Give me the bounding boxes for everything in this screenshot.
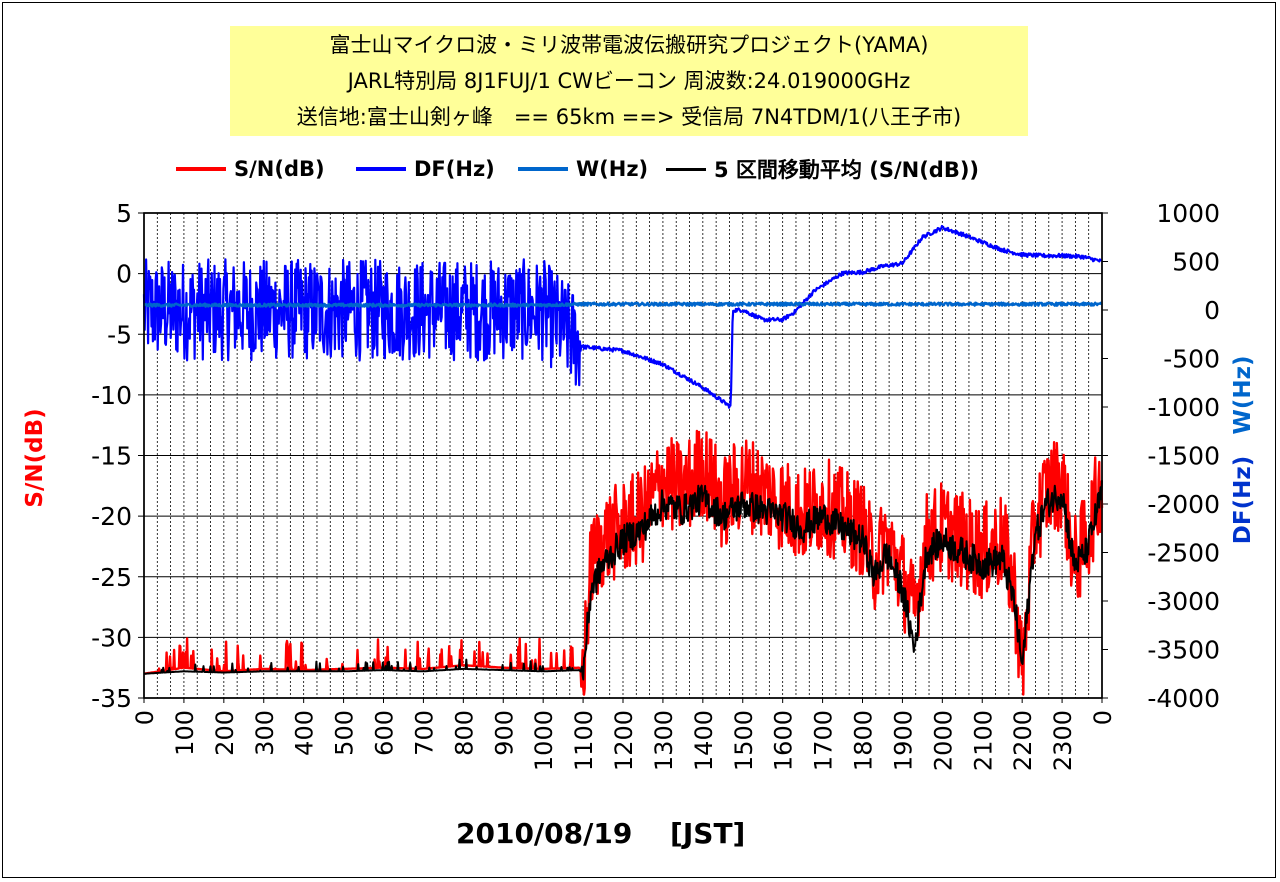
legend-swatch-ma	[666, 167, 706, 171]
legend-swatch-w	[518, 167, 568, 171]
x-tick-label: 1000	[530, 710, 558, 771]
x-tick-label: 400	[291, 710, 319, 756]
title-line-1: 富士山マイクロ波・ミリ波帯電波伝搬研究プロジェクト(YAMA)	[329, 33, 929, 57]
legend: S/N(dB) DF(Hz) W(Hz) 5 区間移動平均 (S/N(dB))	[176, 152, 1076, 186]
x-tick-label: 1300	[650, 710, 678, 771]
y-tick-label-right: -500	[1163, 345, 1220, 374]
x-tick-label: 1100	[570, 710, 598, 771]
legend-label-ma: 5 区間移動平均 (S/N(dB))	[714, 158, 980, 182]
legend-item-df: DF(Hz)	[356, 152, 495, 186]
x-axis-title: 2010/08/19 [JST]	[456, 817, 746, 850]
y-tick-label-right: 500	[1172, 248, 1220, 277]
y-axis-title-right-df: DF(Hz)	[1230, 456, 1256, 544]
x-tick-label: 1700	[810, 710, 838, 771]
x-tick-label: 2200	[1009, 710, 1037, 771]
legend-label-w: W(Hz)	[576, 157, 649, 181]
plot-border	[143, 212, 1103, 699]
chart-title-box: 富士山マイクロ波・ミリ波帯電波伝搬研究プロジェクト(YAMA) JARL特別局 …	[230, 26, 1028, 136]
x-tick-label: 600	[371, 710, 399, 756]
y-tick-label-right: -1500	[1147, 442, 1220, 471]
x-tick-label: 500	[331, 710, 359, 756]
x-tick-label: 900	[490, 710, 518, 756]
y-axis-title-right-w: W(Hz)	[1230, 355, 1256, 434]
y-tick-label-left: -35	[91, 684, 132, 713]
x-tick-label: 1200	[610, 710, 638, 771]
x-tick-label: 1400	[690, 710, 718, 771]
y-tick-label-right: -4000	[1147, 684, 1220, 713]
y-tick-label-left: -20	[91, 502, 132, 531]
legend-item-w: W(Hz)	[518, 152, 648, 186]
y-tick-label-left: 5	[116, 199, 132, 228]
series-df-line	[142, 224, 1103, 409]
legend-swatch-sn	[176, 167, 226, 171]
legend-label-df: DF(Hz)	[414, 157, 495, 181]
y-tick-label-right: -3500	[1147, 636, 1220, 665]
x-tick-label: 1800	[850, 710, 878, 771]
x-tick-label: 800	[450, 710, 478, 756]
x-tick-label: 1500	[730, 710, 758, 771]
y-tick-label-left: 0	[116, 260, 132, 289]
y-tick-label-left: -15	[91, 442, 132, 471]
x-tick-label: 200	[211, 710, 239, 756]
title-line-2: JARL特別局 8J1FUJ/1 CWビーコン 周波数:24.019000GHz	[347, 69, 911, 93]
y-tick-label-right: 1000	[1156, 199, 1220, 228]
x-tick-label: 2000	[929, 710, 957, 771]
y-tick-label-left: -5	[107, 320, 132, 349]
x-tick-label: 100	[171, 710, 199, 756]
series-w-line	[142, 301, 1103, 308]
legend-item-sn: S/N(dB)	[176, 152, 325, 186]
x-tick-label: 1600	[770, 710, 798, 771]
y-tick-label-right: -2000	[1147, 490, 1220, 519]
y-axis-title-left: S/N(dB)	[22, 408, 48, 507]
title-line-3: 送信地:富士山剣ヶ峰 == 65km ==> 受信局 7N4TDM/1(八王子市…	[296, 105, 962, 129]
x-tick-label: 0	[1089, 710, 1117, 725]
x-tick-label: 1900	[889, 710, 917, 771]
x-tick-label: 700	[410, 710, 438, 756]
x-tick-label: 0	[131, 710, 159, 725]
y-tick-label-right: -1000	[1147, 393, 1220, 422]
y-tick-label-right: -3000	[1147, 587, 1220, 616]
legend-swatch-df	[356, 167, 406, 171]
legend-label-sn: S/N(dB)	[234, 157, 325, 181]
y-tick-label-left: -30	[91, 623, 132, 652]
series-ma-line	[143, 480, 1103, 681]
x-tick-label: 300	[251, 710, 279, 756]
legend-item-ma: 5 区間移動平均 (S/N(dB))	[666, 152, 979, 186]
y-tick-label-left: -25	[91, 563, 132, 592]
x-tick-label: 2300	[1049, 710, 1077, 771]
x-tick-label: 2100	[969, 710, 997, 771]
y-tick-label-right: -2500	[1147, 539, 1220, 568]
y-tick-label-right: 0	[1204, 296, 1220, 325]
y-tick-label-left: -10	[91, 381, 132, 410]
